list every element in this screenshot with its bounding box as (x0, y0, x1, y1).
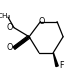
Text: O: O (39, 17, 45, 26)
Polygon shape (22, 37, 29, 43)
Polygon shape (53, 53, 58, 67)
Text: CH₃: CH₃ (0, 13, 11, 19)
Text: F: F (59, 61, 63, 70)
Text: O: O (7, 23, 13, 32)
Polygon shape (13, 37, 29, 49)
Text: O: O (7, 43, 13, 52)
